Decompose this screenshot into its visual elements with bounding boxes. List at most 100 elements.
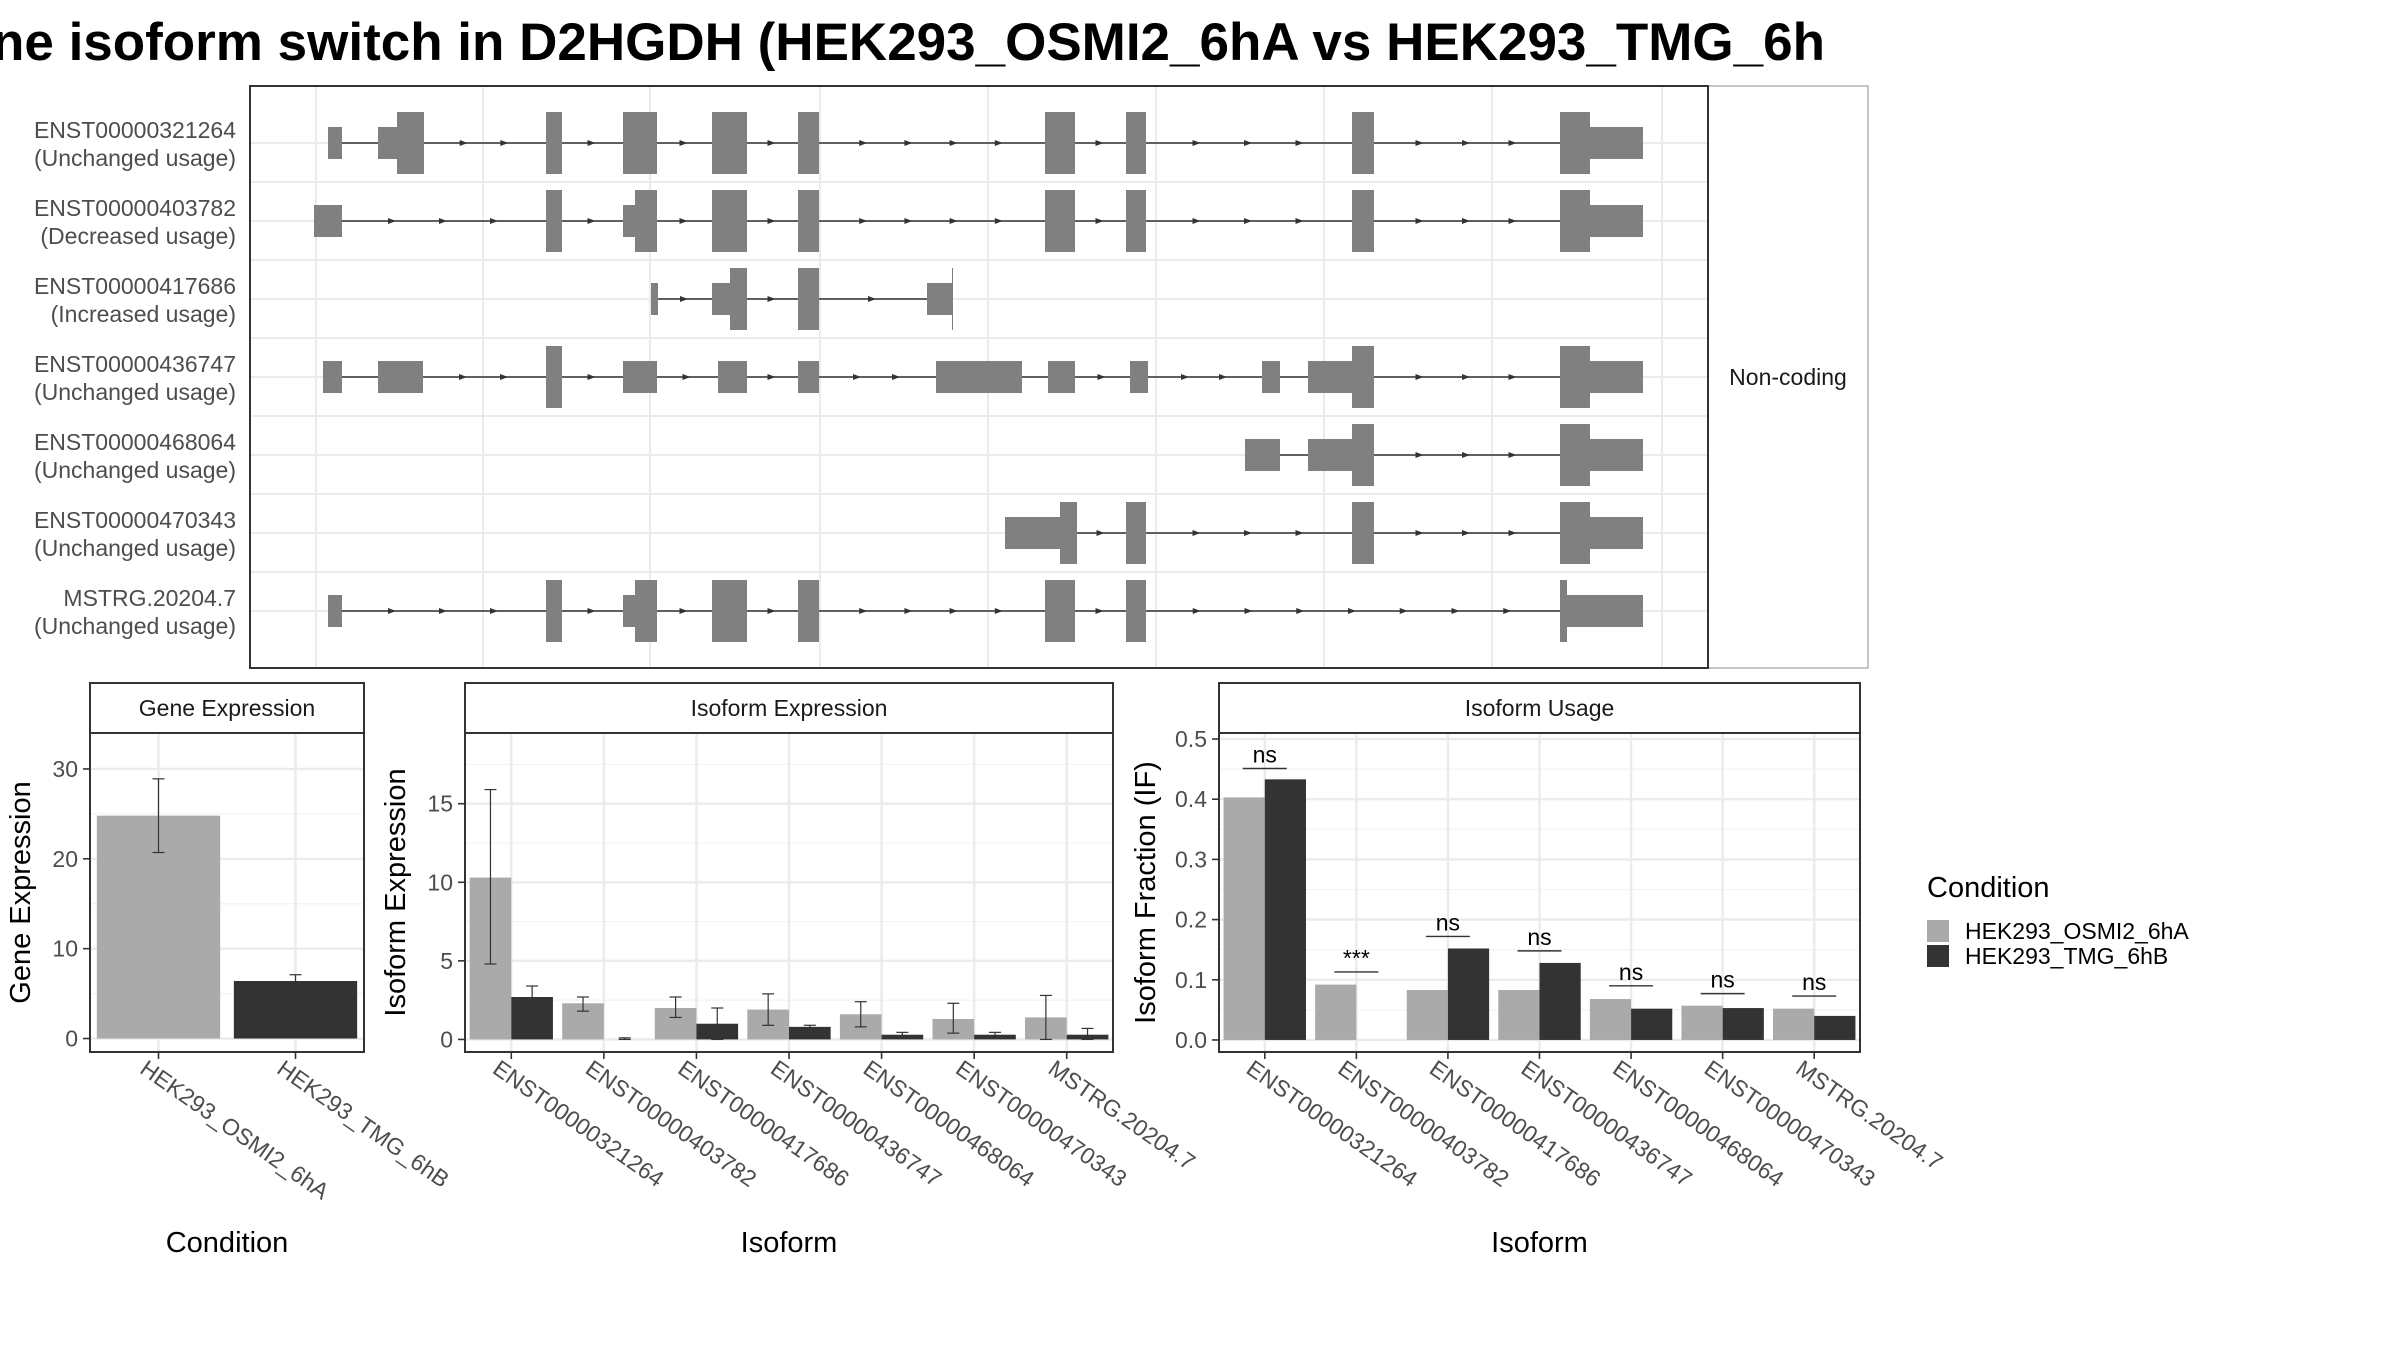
strand-arrow: [1508, 374, 1517, 380]
exon-block: [1352, 346, 1374, 408]
exon-block: [1126, 190, 1146, 252]
exon-block: [712, 580, 747, 642]
bar: [1814, 1015, 1856, 1040]
bar: [1539, 962, 1581, 1040]
exon-block: [623, 361, 657, 393]
exon-block: [1126, 112, 1146, 174]
isoform-status-label: (Unchanged usage): [34, 145, 236, 171]
bar: [1315, 984, 1357, 1040]
isoform-status-label: (Unchanged usage): [34, 535, 236, 561]
strand-arrow: [1295, 140, 1304, 146]
exon-block: [1590, 439, 1643, 471]
strand-arrow: [1095, 608, 1104, 614]
y-tick-label: 0: [65, 1026, 78, 1052]
y-tick-label: 0.5: [1175, 726, 1207, 752]
strand-arrow: [1508, 530, 1517, 536]
x-tick-label: ENST00000417686: [1425, 1055, 1605, 1192]
x-tick-label: ENST00000321264: [1242, 1055, 1423, 1192]
exon-block: [1048, 361, 1075, 393]
strand-arrow: [892, 374, 900, 380]
exon-block: [798, 268, 819, 330]
strand-arrow: [1399, 608, 1408, 614]
bar: [789, 1026, 831, 1040]
panel-strip: [1218, 682, 1861, 734]
strand-arrow: [1095, 218, 1104, 224]
exon-block: [1590, 517, 1643, 549]
isoform-status-label: (Increased usage): [51, 301, 236, 327]
panel-strip-label: Isoform Expression: [691, 695, 888, 721]
strand-arrow: [904, 218, 913, 224]
exon-block: [1567, 595, 1643, 627]
exon-block: [1590, 205, 1643, 237]
y-tick-label: 20: [52, 846, 78, 872]
exon-block: [1005, 517, 1060, 549]
exon-block: [798, 580, 819, 642]
strand-arrow: [994, 140, 1003, 146]
y-tick-label: 10: [52, 936, 78, 962]
y-tick-label: 5: [440, 948, 453, 974]
y-tick-label: 0.2: [1175, 907, 1207, 933]
bar: [1223, 797, 1265, 1040]
exon-block: [1560, 580, 1567, 642]
exon-block: [546, 112, 562, 174]
y-axis-title: Isoform Fraction (IF): [1130, 761, 1162, 1024]
facet-strip: [1707, 85, 1869, 669]
exon-block: [1560, 112, 1590, 174]
exon-block: [623, 595, 635, 627]
x-tick-label: ENST00000417686: [674, 1055, 854, 1192]
strand-arrow: [1244, 530, 1252, 536]
strand-arrow: [439, 218, 447, 224]
exon-block: [1352, 502, 1374, 564]
exon-block: [1262, 361, 1280, 393]
strand-arrow: [587, 374, 596, 380]
strand-arrow: [587, 218, 596, 224]
significance-label: ns: [1619, 959, 1643, 985]
strand-arrow: [1097, 374, 1106, 380]
bar: [881, 1034, 924, 1040]
bar: [1631, 1008, 1673, 1040]
strand-arrow: [1348, 608, 1356, 614]
isoform-id-label: ENST00000436747: [34, 351, 236, 377]
strand-arrow: [1244, 218, 1252, 224]
strand-arrow: [868, 296, 876, 302]
isoform-expression-panel: Isoform Expression051015ENST00000321264E…: [380, 682, 1200, 1259]
strand-arrow: [1192, 530, 1201, 536]
panel-strip-label: Isoform Usage: [1465, 695, 1615, 721]
strand-arrow: [679, 140, 688, 146]
exon-block: [1352, 190, 1374, 252]
exon-block: [378, 127, 397, 159]
strand-arrow: [767, 374, 776, 380]
significance-label: ***: [1343, 945, 1370, 971]
significance-label: ns: [1802, 969, 1826, 995]
strand-arrow: [500, 140, 509, 146]
exon-block: [1045, 112, 1075, 174]
x-axis-title: Isoform: [1491, 1227, 1588, 1259]
strand-arrow: [949, 218, 958, 224]
strand-arrow: [459, 140, 468, 146]
exon-block: [1590, 127, 1643, 159]
x-tick-label: ENST00000470343: [951, 1055, 1131, 1192]
x-tick-label: ENST00000436747: [1517, 1055, 1697, 1192]
exon-block: [546, 580, 562, 642]
strand-arrow: [388, 218, 396, 224]
exon-block: [397, 112, 424, 174]
bar: [974, 1034, 1016, 1040]
strand-arrow: [490, 608, 498, 614]
exon-block: [1045, 190, 1075, 252]
strand-arrow: [1296, 608, 1305, 614]
y-axis-title: Gene Expression: [5, 781, 37, 1003]
strand-arrow: [1462, 218, 1470, 224]
bar: [1498, 990, 1540, 1040]
plot-frame: [249, 85, 1709, 669]
bar: [1589, 999, 1632, 1040]
y-tick-label: 30: [52, 756, 78, 782]
exon-block: [1245, 439, 1280, 471]
legend-item-label: HEK293_TMG_6hB: [1965, 943, 2168, 969]
strand-arrow: [1508, 218, 1517, 224]
exon-block: [718, 361, 747, 393]
exon-block: [1308, 439, 1352, 471]
y-tick-label: 10: [427, 869, 453, 895]
strand-arrow: [1095, 140, 1104, 146]
